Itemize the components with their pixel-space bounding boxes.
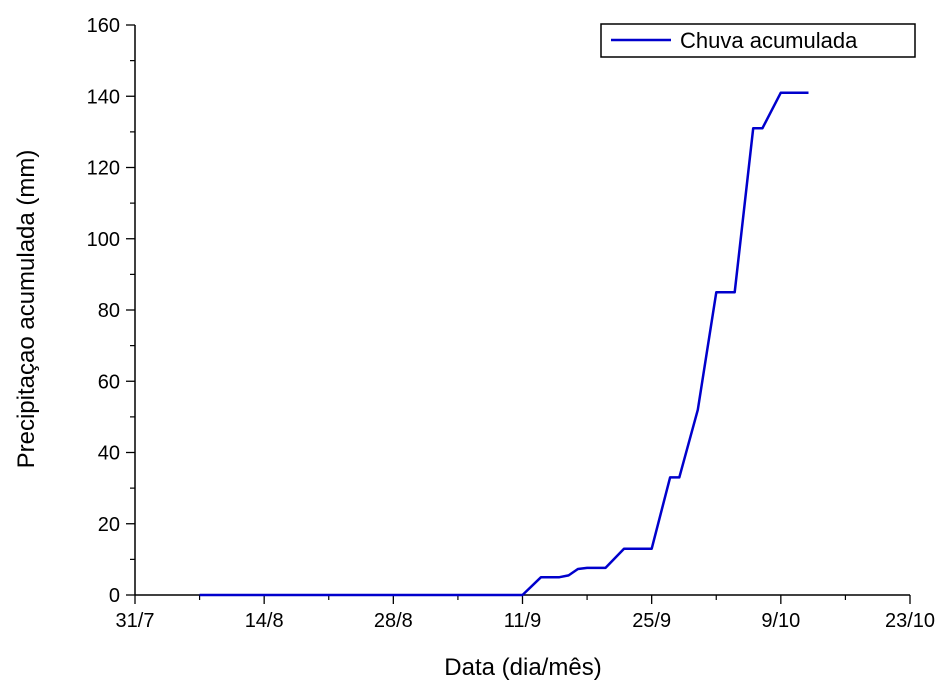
x-tick-label: 31/7 [116,610,155,632]
x-tick-label: 11/9 [504,610,541,632]
y-axis-title: Precipitaçao acumulada (mm) [13,150,40,469]
legend-label-chuva-acumulada: Chuva acumulada [680,28,858,53]
y-tick-label: 40 [98,443,120,465]
tick-marks [126,24,911,604]
series-layer [199,91,809,597]
y-tick-label: 160 [87,15,120,37]
y-tick-label: 140 [87,86,120,108]
x-axis-title: Data (dia/mês) [444,654,601,681]
x-tick-label: 28/8 [374,610,413,632]
y-tick-label: 120 [87,158,120,180]
legend: Chuva acumulada [600,23,916,58]
y-tick-label: 100 [87,229,120,251]
x-tick-label: 23/10 [885,610,935,632]
x-tick-label: 9/10 [761,610,800,632]
tick-labels: 31/7 14/8 28/8 11/9 25/9 9/10 23/10 0 20 40 60 80 10… [87,15,935,632]
y-tick-label: 20 [98,514,120,536]
x-tick-label: 14/8 [245,610,284,632]
y-tick-label: 80 [98,300,120,322]
axes [134,25,910,596]
series-line-chuva-acumulada [199,91,809,597]
y-tick-label: 0 [109,585,120,607]
y-tick-label: 60 [98,371,120,393]
x-tick-label: 25/9 [632,610,671,632]
